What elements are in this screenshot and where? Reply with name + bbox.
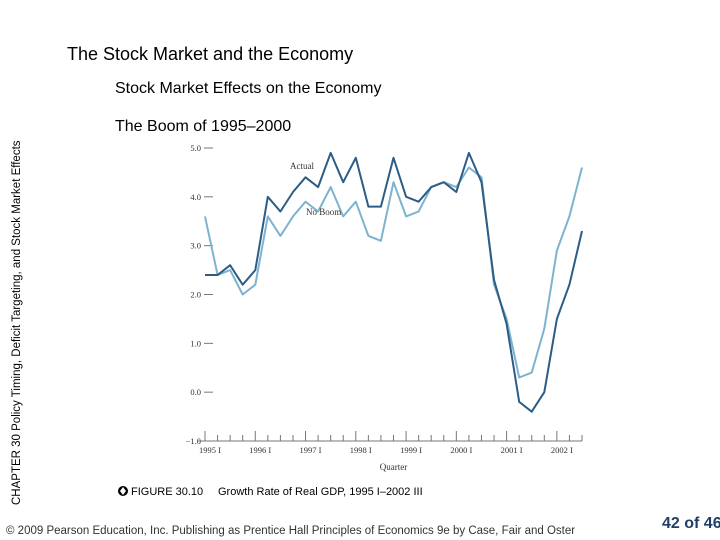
series-line bbox=[204, 166, 583, 379]
chart-heading: The Boom of 1995–2000 bbox=[115, 118, 291, 135]
x-tick-label: 1999 I bbox=[400, 445, 422, 455]
page-number: 42 of 46 bbox=[662, 515, 720, 532]
figure-icon bbox=[118, 486, 128, 496]
x-tick-label: 1998 I bbox=[350, 445, 372, 455]
y-tick-label: 0.0 bbox=[190, 387, 201, 397]
x-tick-label: 1997 I bbox=[300, 445, 322, 455]
x-axis-label: Quarter bbox=[380, 462, 407, 472]
y-tick-label: −1.0 bbox=[186, 436, 201, 446]
y-tick-label: 5.0 bbox=[190, 143, 201, 153]
series-line bbox=[205, 151, 583, 413]
x-tick-label: 2001 I bbox=[501, 445, 523, 455]
y-tick-label: 1.0 bbox=[190, 338, 201, 348]
figure-label: FIGURE 30.10 bbox=[131, 486, 203, 498]
x-tick-label: 2000 I bbox=[450, 445, 472, 455]
chart: −1.0 0.0 1.0 2.0 3.0 4.0 5.0 1995 I 1996 I 1997 I… bbox=[186, 143, 583, 472]
y-tick-label: 3.0 bbox=[190, 241, 201, 251]
figure-caption: Growth Rate of Real GDP, 1995 I–2002 III bbox=[218, 486, 423, 498]
x-tick-label: 1995 I bbox=[199, 445, 221, 455]
footer: © 2009 Pearson Education, Inc. Publishin… bbox=[6, 525, 575, 537]
series-label: Actual bbox=[290, 161, 314, 171]
x-tick-label: 1996 I bbox=[249, 445, 271, 455]
slide-title: The Stock Market and the Economy bbox=[67, 44, 353, 64]
series-label: No Boom bbox=[306, 207, 341, 217]
slide-subtitle: Stock Market Effects on the Economy bbox=[115, 80, 382, 97]
side-text: CHAPTER 30 Policy Timing, Deficit Target… bbox=[11, 140, 23, 505]
x-tick-label: 2002 I bbox=[551, 445, 573, 455]
y-tick-label: 4.0 bbox=[190, 192, 201, 202]
y-tick-label: 2.0 bbox=[190, 290, 201, 300]
